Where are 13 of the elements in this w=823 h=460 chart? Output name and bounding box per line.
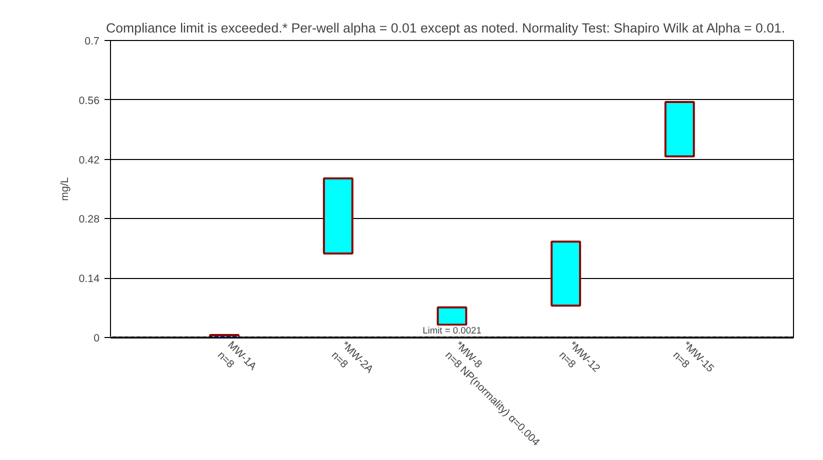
bar [550, 240, 582, 307]
ref-line-label: Limit = 0.0021 [422, 326, 482, 336]
y-tick-label: 0.14 [78, 273, 100, 286]
bar [664, 101, 695, 158]
y-tick-label: 0.42 [78, 154, 100, 166]
y-tick-label: 0.28 [78, 214, 100, 226]
bar [436, 306, 468, 326]
y-axis-title: mg/L [58, 177, 71, 201]
y-tick-label: 0.56 [78, 94, 100, 107]
y-tick-label: 0.7 [84, 36, 100, 48]
y-tick-label: 0 [94, 332, 100, 344]
chart-title: Compliance limit is exceeded.* Per-well alpha = 0.01 except as noted. Normality Test: Shapiro Wilk at Alpha = 0.01. [106, 20, 786, 36]
bar [322, 177, 354, 254]
